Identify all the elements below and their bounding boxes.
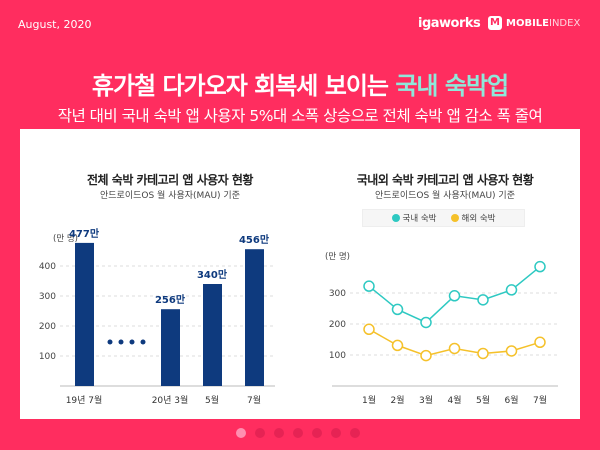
line-x-tick: 4월 [447, 394, 461, 406]
gap-marker-dot [107, 339, 113, 345]
data-point [534, 336, 546, 349]
line-x-tick: 7월 [533, 394, 547, 406]
page-dot[interactable] [312, 428, 322, 438]
bar-chart-title: 전체 숙박 카테고리 앱 사용자 현황 [87, 173, 253, 187]
bar-x-tick: 19년 7월 [66, 394, 103, 406]
bar-chart-subtitle: 안드로이드OS 월 사용자(MAU) 기준 [100, 191, 240, 201]
line-x-tick: 2월 [390, 394, 404, 406]
data-point [448, 290, 461, 302]
igaworks-logo: igaworks [418, 16, 481, 31]
data-point [505, 284, 518, 296]
line-chart-subtitle: 안드로이드OS 월 사용자(MAU) 기준 [375, 191, 515, 201]
bar [161, 309, 180, 386]
gap-marker-dot [118, 339, 124, 345]
bar-x-tick: 7월 [247, 394, 261, 406]
pagination[interactable] [236, 428, 360, 438]
line-y-axis-label: (만 명) [325, 251, 350, 262]
gap-marker-dot [129, 339, 135, 345]
report-date: August, 2020 [18, 18, 92, 31]
page-dot[interactable] [255, 428, 265, 438]
charts-card: 전체 숙박 카테고리 앱 사용자 현황 안드로이드OS 월 사용자(MAU) 기… [20, 129, 580, 419]
page-title: 휴가철 다가오자 회복세 보이는 국내 숙박업 [91, 72, 509, 100]
bar-data-label: 477만 [69, 227, 100, 240]
page-dot[interactable] [274, 428, 284, 438]
page-dot[interactable] [293, 428, 303, 438]
data-point [477, 347, 489, 360]
legend-domestic: 국내 숙박 [391, 212, 437, 224]
mobileindex-icon: M [488, 16, 502, 30]
bar [203, 284, 222, 386]
line-chart-title: 국내외 숙박 카테고리 앱 사용자 현황 [356, 173, 534, 187]
bar-data-label: 256만 [155, 293, 186, 306]
line-y-tick: 100 [329, 351, 346, 361]
line-x-tick: 5월 [476, 394, 490, 406]
bar [245, 249, 264, 386]
data-point [505, 345, 518, 357]
data-point [448, 342, 461, 355]
bar-y-tick: 100 [39, 352, 56, 362]
line-x-tick: 1월 [362, 394, 376, 406]
line-chart-legend: 국내 숙박 해외 숙박 [362, 209, 525, 227]
bar-data-label: 456만 [239, 233, 270, 246]
page-dot[interactable] [236, 428, 246, 438]
bar-x-tick: 20년 3월 [152, 394, 189, 406]
line-y-tick: 200 [329, 320, 346, 330]
data-point [534, 260, 546, 273]
bar-y-tick: 200 [39, 322, 56, 332]
bar-y-tick: 400 [39, 262, 56, 272]
page-dot[interactable] [331, 428, 341, 438]
bar-y-tick: 300 [39, 292, 56, 302]
page-subtitle: 작년 대비 국내 숙박 앱 사용자 5%대 소폭 상승으로 전체 숙박 앱 감소… [57, 107, 543, 125]
mobileindex-logo: M MOBILE INDEX [488, 16, 580, 30]
data-point [420, 316, 432, 329]
data-point [391, 303, 404, 316]
line-y-tick: 300 [329, 289, 346, 299]
bar [75, 242, 94, 386]
data-point [391, 339, 404, 352]
line-x-tick: 3월 [419, 394, 433, 406]
legend-overseas: 해외 숙박 [450, 212, 495, 224]
data-point [420, 349, 432, 362]
bar-y-axis-label: (만 명) [53, 233, 78, 244]
data-point [363, 280, 375, 292]
line-x-tick: 6월 [504, 394, 518, 406]
bar-x-tick: 5월 [205, 394, 219, 406]
gap-marker-dot [140, 339, 146, 345]
data-point [477, 294, 489, 306]
bar-data-label: 340만 [197, 268, 228, 281]
page-dot[interactable] [350, 428, 360, 438]
data-point [363, 323, 375, 336]
